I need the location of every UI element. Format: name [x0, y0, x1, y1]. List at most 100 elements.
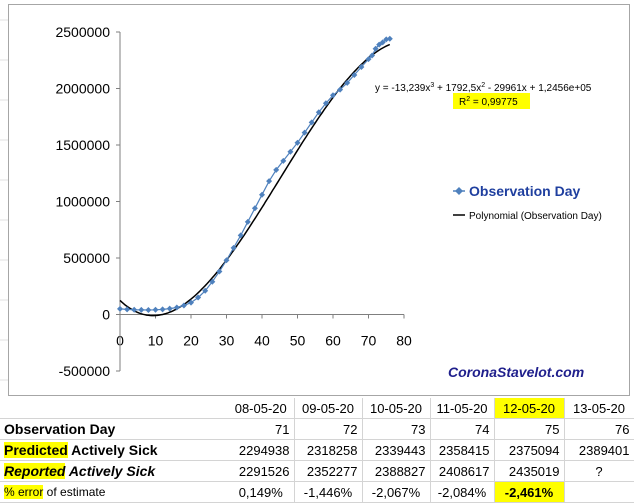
date-cell: 10-05-20	[362, 398, 431, 419]
value-cell: 2294938	[228, 439, 295, 461]
y-tick-label: 2000000	[55, 81, 110, 97]
data-point	[337, 86, 344, 93]
y-tick-label: 1000000	[55, 194, 110, 210]
data-point	[273, 166, 280, 173]
data-point	[330, 92, 336, 99]
value-cell: 2291526	[228, 460, 295, 482]
value-cell: 74	[430, 418, 495, 440]
value-cell	[564, 481, 634, 503]
value-cell: 76	[564, 418, 634, 440]
data-table: 08-05-20 09-05-20 10-05-20 11-05-20 12-0…	[0, 398, 634, 503]
row-label-highlight: Predicted	[4, 442, 68, 458]
row-label-rest: Actively Sick	[67, 442, 158, 458]
x-tick-label: 30	[219, 333, 235, 349]
data-point	[251, 205, 258, 212]
data-point	[351, 71, 358, 78]
data-point	[159, 306, 166, 313]
data-point	[117, 305, 123, 312]
value-cell: 2318258	[294, 439, 363, 461]
chart-area[interactable]: 2500000 2000000 1500000 1000000 500000 0 -5000…	[8, 4, 630, 396]
value-cell: 2358415	[430, 439, 495, 461]
series-line	[119, 38, 390, 311]
data-point	[237, 232, 244, 239]
data-point	[308, 119, 315, 126]
data-point	[145, 306, 152, 313]
value-cell: 75	[494, 418, 565, 440]
date-cell-highlight: 12-05-20	[494, 398, 565, 419]
data-point	[344, 79, 351, 86]
data-point	[152, 306, 159, 313]
data-point	[131, 306, 138, 313]
data-point	[138, 306, 145, 313]
value-cell: 2408617	[430, 460, 495, 482]
data-point	[188, 299, 194, 306]
data-point	[166, 305, 173, 312]
row-label: Predicted Actively Sick	[0, 439, 228, 461]
trend-equation: y = -13,239x3 + 1792,5x2 - 29961x + 1,24…	[375, 82, 592, 94]
data-point	[379, 39, 386, 46]
row-label: Observation Day	[0, 418, 228, 440]
y-axis-ticks: 2500000 2000000 1500000 1000000 500000 0 -5000…	[55, 24, 120, 379]
x-tick-label: 20	[183, 333, 199, 349]
date-cell: 11-05-20	[430, 398, 495, 419]
data-point	[315, 109, 322, 116]
value-cell: -2,067%	[362, 481, 431, 503]
data-point	[259, 191, 265, 198]
data-point	[244, 218, 251, 225]
data-point	[230, 244, 237, 251]
y-tick-label: 2500000	[55, 24, 110, 40]
table-row-reported: Reported Actively Sick 2291526 2352277 2…	[0, 460, 634, 482]
data-point	[124, 306, 131, 313]
value-cell: 2389401	[564, 439, 634, 461]
table-row-predicted: Predicted Actively Sick 2294938 2318258 …	[0, 439, 634, 461]
data-point	[180, 302, 187, 309]
data-point	[358, 64, 365, 71]
value-cell: 0,149%	[228, 481, 295, 503]
data-point	[266, 178, 273, 185]
value-cell: 72	[294, 418, 363, 440]
x-tick-label: 10	[148, 333, 164, 349]
value-cell: 2375094	[494, 439, 565, 461]
data-point	[209, 278, 216, 285]
y-tick-label: -500000	[59, 363, 111, 379]
date-cell: 09-05-20	[294, 398, 363, 419]
row-label-rest: of estimate	[43, 485, 106, 499]
x-tick-label: 40	[254, 333, 270, 349]
row-label-rest: Actively Sick	[65, 463, 156, 479]
row-label: % error of estimate	[0, 481, 228, 503]
trendline	[119, 43, 391, 317]
value-cell: 2339443	[362, 439, 431, 461]
chart-svg: 2500000 2000000 1500000 1000000 500000 0 -5000…	[55, 24, 602, 380]
row-label-highlight: % error	[4, 485, 44, 499]
value-cell: 2388827	[362, 460, 431, 482]
legend-trend-label: Polynomial (Observation Day)	[469, 211, 602, 222]
data-point	[301, 129, 308, 136]
data-point	[294, 139, 301, 146]
x-tick-label: 70	[361, 333, 377, 349]
data-point	[195, 294, 202, 301]
data-point	[280, 157, 287, 164]
data-point	[223, 257, 230, 264]
data-point	[322, 100, 329, 107]
data-point	[216, 268, 223, 275]
row-label: Reported Actively Sick	[0, 460, 228, 482]
data-point	[202, 287, 209, 294]
table-row-error: % error of estimate 0,149% -1,446% -2,06…	[0, 481, 634, 503]
table-row-dates: 08-05-20 09-05-20 10-05-20 11-05-20 12-0…	[0, 398, 634, 419]
x-tick-label: 80	[396, 333, 412, 349]
value-cell: 2435019	[494, 460, 565, 482]
value-cell: ?	[564, 460, 634, 482]
y-tick-label: 0	[102, 307, 110, 323]
x-tick-label: 50	[290, 333, 306, 349]
table-row-observation: Observation Day 71 72 73 74 75 76	[0, 418, 634, 440]
value-cell: -2,084%	[430, 481, 495, 503]
data-point	[173, 304, 180, 311]
data-points	[117, 35, 393, 313]
data-point	[365, 56, 372, 63]
value-cell: 2352277	[294, 460, 363, 482]
y-tick-label: 500000	[63, 250, 110, 266]
date-cell: 13-05-20	[564, 398, 634, 419]
value-cell: 71	[228, 418, 295, 440]
value-cell: -1,446%	[294, 481, 363, 503]
